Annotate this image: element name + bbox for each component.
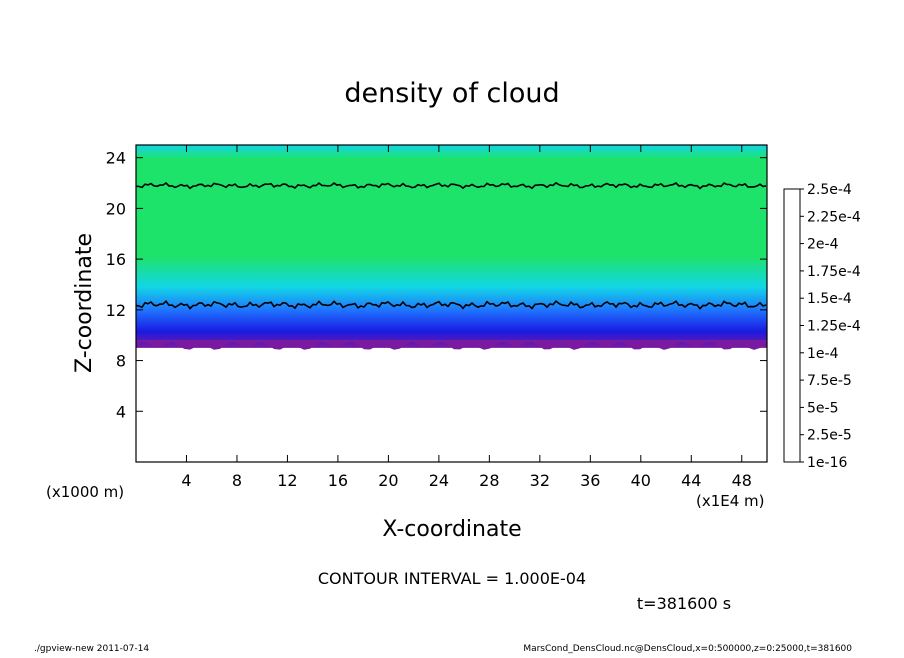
cloud-base-edge [136, 339, 767, 350]
x-tick-label: 12 [277, 471, 297, 490]
x-tick-label: 16 [328, 471, 348, 490]
colorbar-label: 2e-4 [807, 237, 839, 253]
colorbar-label: 1.25e-4 [807, 319, 861, 335]
colorbar-label: 1.75e-4 [807, 264, 861, 280]
colorbar-label: 2.5e-5 [807, 428, 852, 444]
contour-line-upper [136, 181, 767, 190]
x-axis-unit: (x1E4 m) [696, 492, 765, 510]
y-axis: 4 8 12 16 20 24 [106, 149, 767, 421]
plot-frame [135, 144, 768, 463]
chart-title: density of cloud [344, 78, 559, 109]
x-tick-label: 32 [530, 471, 550, 490]
plot-area [136, 145, 767, 350]
x-axis: 4 8 12 16 20 24 28 32 36 40 44 48 [181, 145, 752, 490]
cloud-density-field [136, 145, 767, 348]
x-tick-label: 8 [232, 471, 242, 490]
y-tick-label: 8 [116, 352, 126, 371]
x-tick-label: 40 [631, 471, 651, 490]
y-axis-label: Z-coordinate [72, 233, 97, 373]
x-tick-label: 44 [681, 471, 701, 490]
x-tick-label: 20 [378, 471, 398, 490]
colorbar-label: 1e-16 [807, 455, 847, 471]
x-tick-label: 4 [181, 471, 191, 490]
x-tick-label: 48 [732, 471, 752, 490]
x-tick-label: 36 [580, 471, 600, 490]
contour-line-lower [136, 299, 767, 310]
footer-left: ./gpview-new 2011-07-14 [34, 644, 149, 654]
y-tick-label: 12 [106, 301, 126, 320]
x-tick-label: 24 [429, 471, 449, 490]
x-axis-label: X-coordinate [382, 517, 521, 542]
colorbar: 1e-16 2.5e-5 5e-5 7.5e-5 1e-4 1.25e-4 1.5e-4 1.… [783, 182, 861, 471]
x-tick-label: 28 [479, 471, 499, 490]
colorbar-frame [783, 188, 801, 463]
colorbar-label: 2.5e-4 [807, 182, 852, 198]
y-tick-label: 16 [106, 250, 126, 269]
colorbar-label: 1.5e-4 [807, 291, 852, 307]
time-label: t=381600 s [637, 594, 731, 613]
contour-interval-label: CONTOUR INTERVAL = 1.000E-04 [318, 569, 586, 588]
footer-right: MarsCond_DensCloud.nc@DensCloud,x=0:5000… [523, 644, 852, 654]
colorbar-label: 2.25e-4 [807, 209, 861, 225]
y-tick-label: 4 [116, 402, 126, 421]
colorbar-label: 1e-4 [807, 346, 839, 362]
y-axis-unit: (x1000 m) [46, 483, 124, 501]
y-tick-label: 20 [106, 199, 126, 218]
colorbar-label: 5e-5 [807, 400, 838, 416]
colorbar-label: 7.5e-5 [807, 373, 852, 389]
y-tick-label: 24 [106, 149, 126, 168]
